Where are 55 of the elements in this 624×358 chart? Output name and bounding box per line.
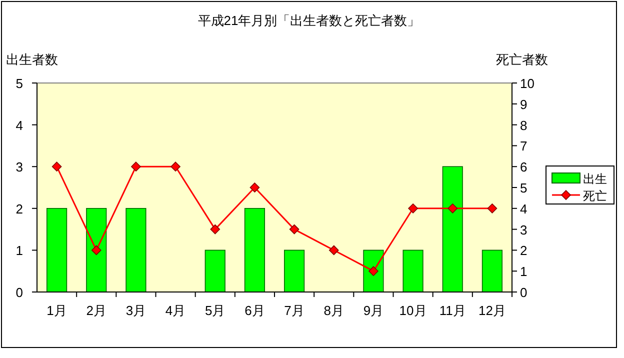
y2-tick-label: 0: [520, 285, 528, 300]
bar: [284, 250, 305, 292]
point: [487, 204, 498, 214]
y2-tick-label: 2: [520, 243, 528, 258]
point: [170, 162, 180, 172]
y2-tick-label: 8: [520, 118, 528, 133]
bar: [204, 250, 226, 292]
x-tick-label: 5月: [205, 303, 226, 318]
y2-tick-label: 5: [520, 180, 528, 196]
y2-tick-label: 10: [520, 76, 534, 91]
point: [210, 224, 220, 234]
x-tick-label: 11月: [439, 303, 466, 318]
y-tick-label: 0: [16, 285, 23, 300]
y-tick-label: 5: [16, 76, 23, 91]
bar: [244, 208, 266, 292]
y2-tick-label: 3: [520, 222, 528, 238]
bar: [482, 250, 503, 292]
point: [368, 266, 378, 276]
x-tick-label: 7月: [284, 303, 304, 318]
point: [250, 182, 260, 192]
x-tick-label: 9月: [363, 303, 384, 318]
x-tick-label: 10月: [399, 303, 427, 318]
x-tick-label: 8月: [324, 303, 344, 318]
bar: [46, 208, 68, 292]
y2-tick-label: 7: [520, 138, 528, 154]
y-axis-title: 出生者数: [6, 52, 58, 67]
y2-tick-label: 1: [520, 264, 528, 280]
y2-tick-label: 6: [520, 160, 528, 175]
bar: [402, 250, 424, 292]
x-tick-label: 2月: [86, 303, 106, 318]
x-tick-label: 1月: [46, 303, 67, 318]
point: [448, 204, 458, 214]
legend-label: 死亡: [583, 189, 607, 203]
chart-title: 平成21年月別「出生者数と死亡者数」: [198, 13, 420, 28]
x-tick-label: 12月: [478, 303, 506, 318]
point: [289, 224, 300, 234]
y2-tick-label: 4: [520, 201, 528, 216]
x-tick-label: 4月: [165, 303, 186, 318]
y2-tick-label: 9: [520, 96, 528, 112]
point: [408, 204, 418, 214]
point: [91, 245, 102, 256]
point: [52, 162, 62, 172]
y-tick-label: 2: [16, 201, 23, 216]
bar: [126, 208, 146, 292]
point: [131, 162, 141, 172]
y-tick-label: 4: [16, 118, 23, 133]
bar: [86, 208, 107, 292]
legend-label: 出生: [583, 172, 607, 186]
x-tick-label: 3月: [126, 303, 146, 318]
point: [328, 245, 339, 256]
y2-axis-title: 死亡者数: [496, 52, 548, 67]
y-tick-label: 1: [16, 243, 23, 258]
y-tick-label: 3: [16, 160, 23, 175]
bar: [442, 166, 463, 292]
x-tick-label: 6月: [244, 303, 265, 318]
